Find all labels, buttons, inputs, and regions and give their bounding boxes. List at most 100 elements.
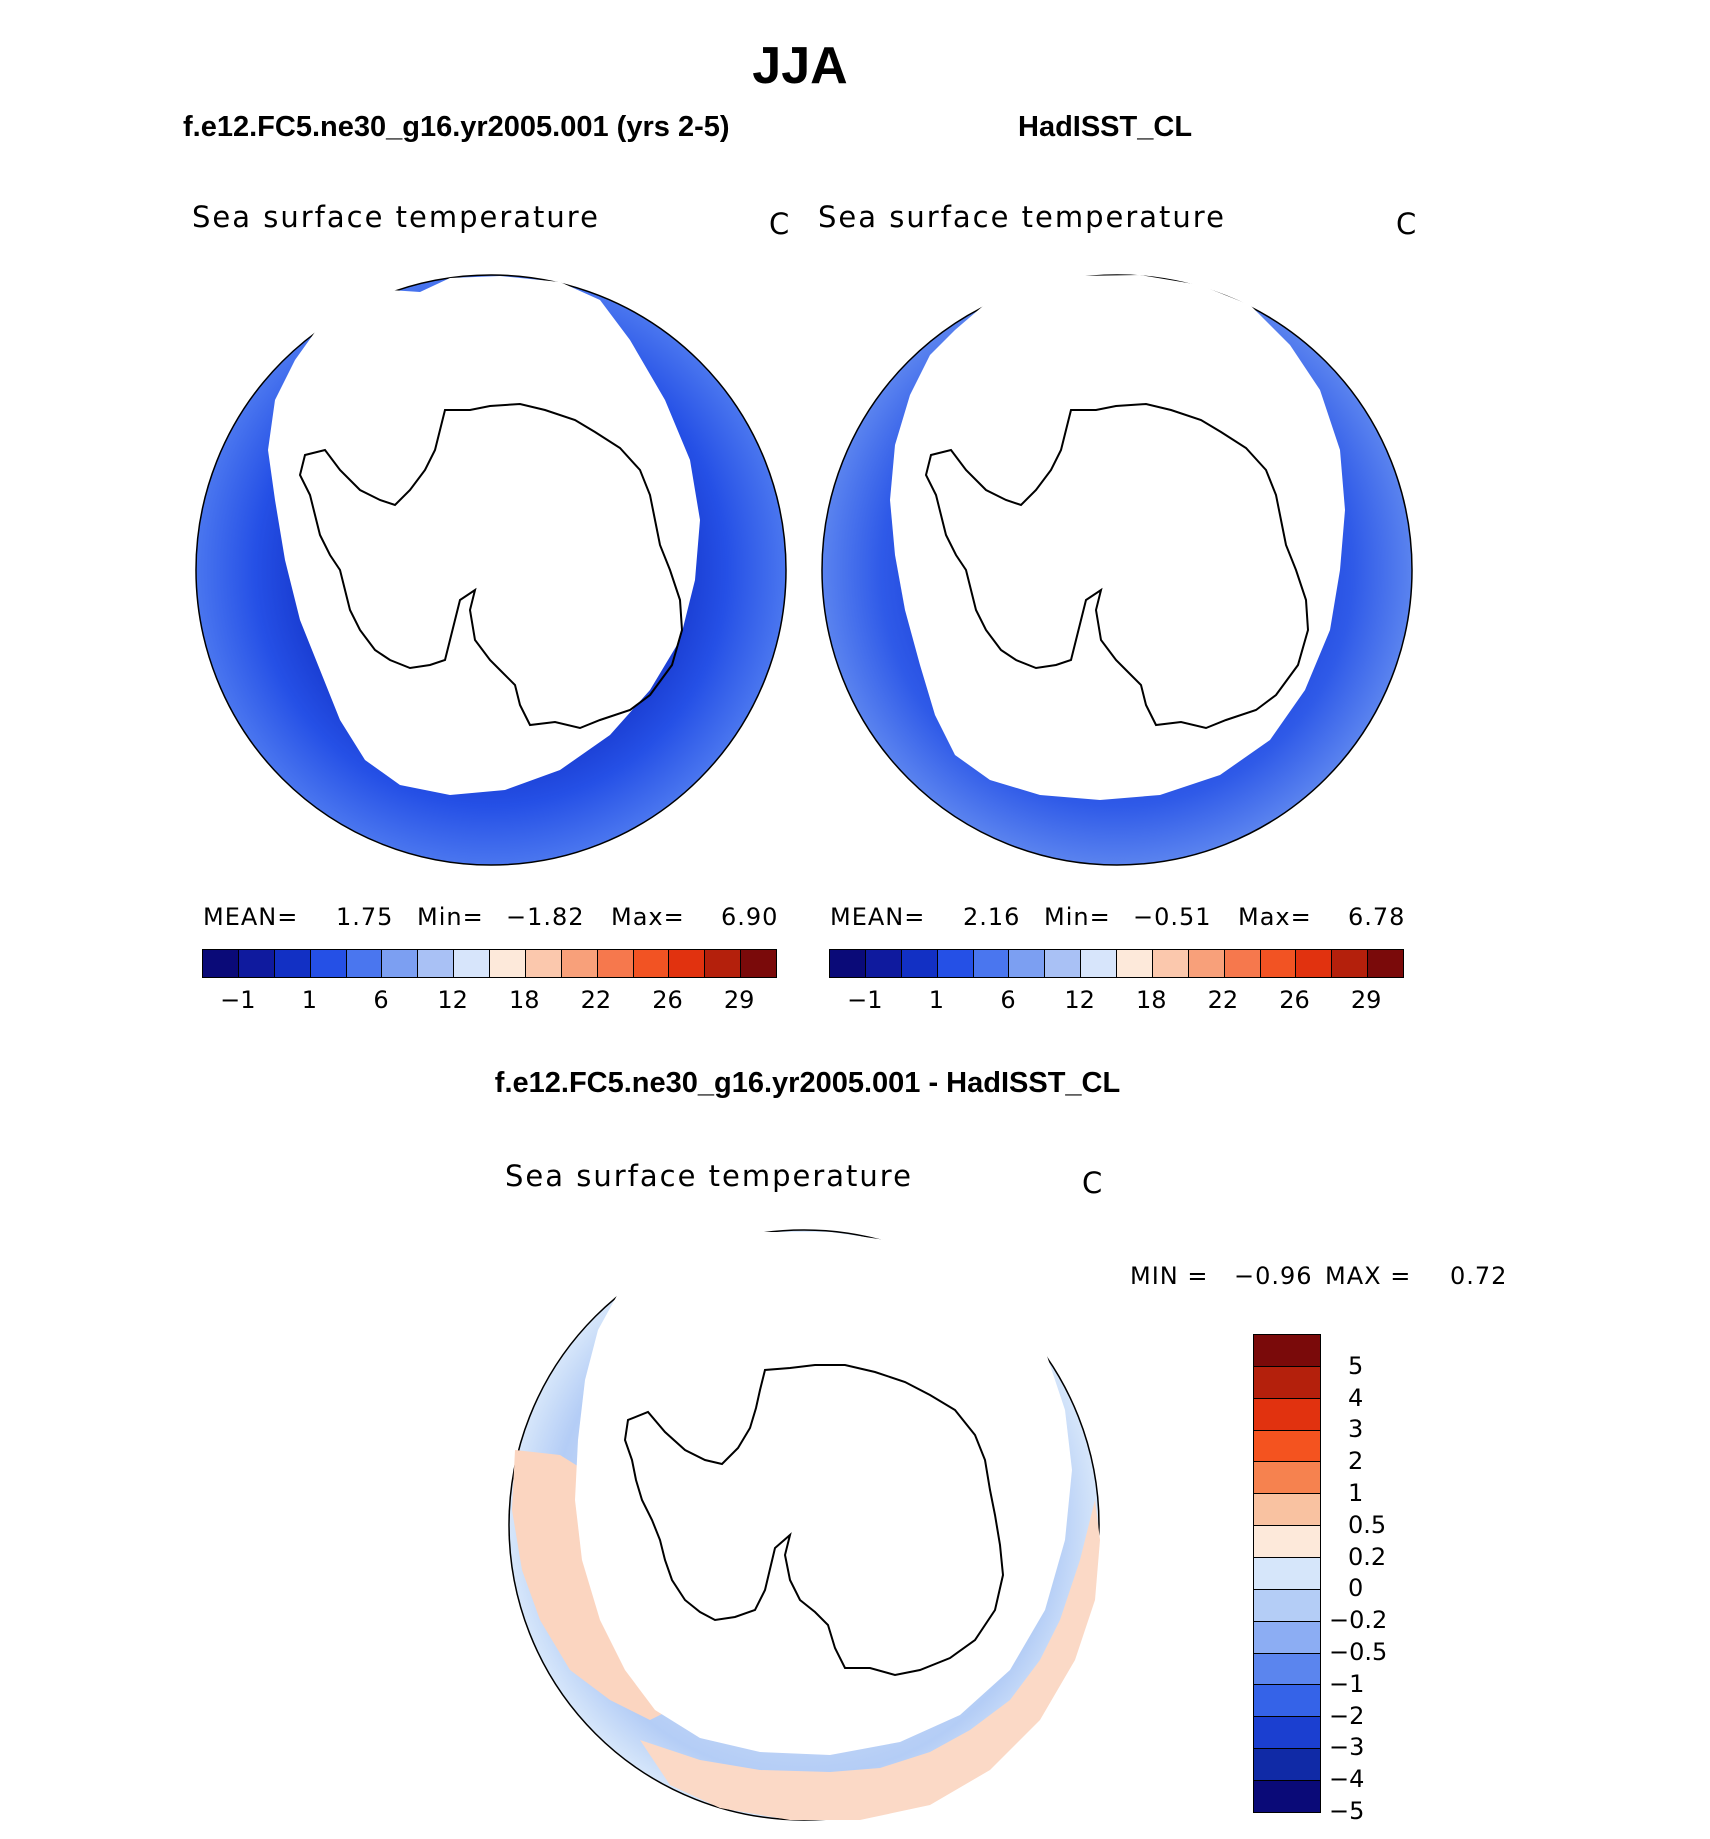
colorbar-box <box>1296 950 1333 977</box>
colorbar-box <box>1188 950 1225 977</box>
colorbar-box <box>1254 1398 1320 1431</box>
colorbar-tick-label: 5 <box>1348 1351 1364 1380</box>
colorbar-box <box>1260 950 1297 977</box>
colorbar-box <box>1224 950 1261 977</box>
left-max-label: Max= <box>611 903 685 931</box>
right-max-label: Max= <box>1238 903 1312 931</box>
colorbar-tick-label: 12 <box>437 986 468 1014</box>
right-antarctica-coastline <box>924 402 1310 730</box>
colorbar-tick-label: 22 <box>1207 986 1239 1014</box>
right-mean-label: MEAN= <box>830 903 926 931</box>
colorbar-tick-label: 1 <box>1348 1479 1364 1507</box>
figure-title: JJA <box>752 37 848 95</box>
colorbar-tick-label: 2 <box>1348 1447 1364 1476</box>
diff-max-value: 0.72 <box>1450 1262 1508 1290</box>
colorbar-box <box>418 950 455 977</box>
right-polar-map <box>821 274 1413 866</box>
right-max-value: 6.78 <box>1348 903 1406 931</box>
right-colorbar <box>829 949 1404 978</box>
diff-sea-ice-mask <box>575 1232 1072 1755</box>
colorbar-box <box>1368 950 1403 977</box>
colorbar-tick-label: 3 <box>1348 1415 1364 1444</box>
colorbar-box <box>937 950 974 977</box>
colorbar-tick-label: 18 <box>509 986 540 1014</box>
colorbar-tick-label: 4 <box>1348 1383 1364 1412</box>
colorbar-tick-label: 0.5 <box>1348 1510 1387 1539</box>
left-units-label: C <box>769 207 790 241</box>
left-antarctica-coastline <box>298 402 684 730</box>
colorbar-box <box>1081 950 1117 977</box>
colorbar-box <box>901 950 938 977</box>
colorbar-box <box>1009 950 1046 977</box>
diff-panel-case-title: f.e12.FC5.ne30_g16.yr2005.001 - HadISST_… <box>494 1067 1121 1099</box>
colorbar-tick-label: −3 <box>1329 1733 1365 1762</box>
colorbar-tick-label: −1 <box>1329 1669 1365 1698</box>
left-mean-value: 1.75 <box>336 903 394 931</box>
colorbar-box <box>1254 1589 1320 1622</box>
colorbar-box <box>1254 1685 1320 1718</box>
diff-units-label: C <box>1082 1166 1103 1200</box>
colorbar-box <box>1254 1335 1320 1367</box>
colorbar-box <box>238 950 275 977</box>
left-variable-label: Sea surface temperature <box>192 200 600 234</box>
colorbar-box <box>1254 1526 1320 1559</box>
colorbar-tick-label: 29 <box>1350 986 1382 1014</box>
colorbar-tick-label: 12 <box>1064 986 1095 1014</box>
colorbar-tick-label: −5 <box>1329 1797 1365 1825</box>
right-min-value: −0.51 <box>1133 903 1212 931</box>
colorbar-box <box>1254 1621 1320 1654</box>
colorbar-tick-label: 1 <box>301 986 318 1014</box>
colorbar-box <box>454 950 490 977</box>
colorbar-box <box>973 950 1010 977</box>
colorbar-box <box>382 950 419 977</box>
colorbar-box <box>865 950 902 977</box>
colorbar-box <box>561 950 598 977</box>
colorbar-box <box>633 950 670 977</box>
colorbar-tick-label: −1 <box>847 986 883 1014</box>
colorbar-tick-label: 6 <box>373 986 389 1014</box>
colorbar-box <box>1254 1781 1320 1812</box>
colorbar-box <box>597 950 634 977</box>
colorbar-box <box>705 950 742 977</box>
colorbar-tick-label: 29 <box>723 986 755 1014</box>
colorbar-box <box>525 950 562 977</box>
diff-min-value: −0.96 <box>1234 1262 1313 1290</box>
colorbar-box <box>490 950 526 977</box>
colorbar-tick-label: −2 <box>1329 1701 1365 1730</box>
right-variable-label: Sea surface temperature <box>818 200 1226 234</box>
colorbar-box <box>669 950 706 977</box>
diff-variable-label: Sea surface temperature <box>505 1159 913 1193</box>
colorbar-tick-label: −0.2 <box>1329 1606 1388 1635</box>
right-mean-value: 2.16 <box>963 903 1021 931</box>
diff-max-label: MAX = <box>1325 1262 1412 1290</box>
colorbar-tick-label: 0 <box>1348 1574 1364 1603</box>
right-sea-ice-mask <box>890 275 1345 800</box>
right-panel-case-title: HadISST_CL <box>1018 111 1193 143</box>
diff-colorbar <box>1253 1334 1321 1813</box>
left-polar-map <box>195 274 787 866</box>
colorbar-box <box>1117 950 1153 977</box>
colorbar-box <box>1152 950 1189 977</box>
colorbar-box <box>1254 1558 1320 1590</box>
colorbar-tick-label: 6 <box>1000 986 1016 1014</box>
colorbar-box <box>1254 1749 1320 1782</box>
colorbar-box <box>1332 950 1369 977</box>
colorbar-box <box>830 950 866 977</box>
left-min-value: −1.82 <box>506 903 585 931</box>
colorbar-tick-label: 22 <box>580 986 612 1014</box>
left-min-label: Min= <box>417 903 484 931</box>
colorbar-box <box>1045 950 1082 977</box>
colorbar-tick-label: 1 <box>928 986 945 1014</box>
colorbar-box <box>1254 1462 1320 1495</box>
colorbar-box <box>741 950 776 977</box>
left-colorbar <box>202 949 777 978</box>
colorbar-tick-label: 0.2 <box>1348 1542 1387 1571</box>
colorbar-box <box>1254 1430 1320 1463</box>
colorbar-tick-label: 26 <box>1279 986 1310 1014</box>
diff-warm-anomaly-south <box>640 1500 1100 1820</box>
colorbar-box <box>1254 1717 1320 1750</box>
colorbar-box <box>346 950 383 977</box>
left-sea-ice-mask <box>268 276 700 795</box>
colorbar-box <box>1254 1366 1320 1399</box>
